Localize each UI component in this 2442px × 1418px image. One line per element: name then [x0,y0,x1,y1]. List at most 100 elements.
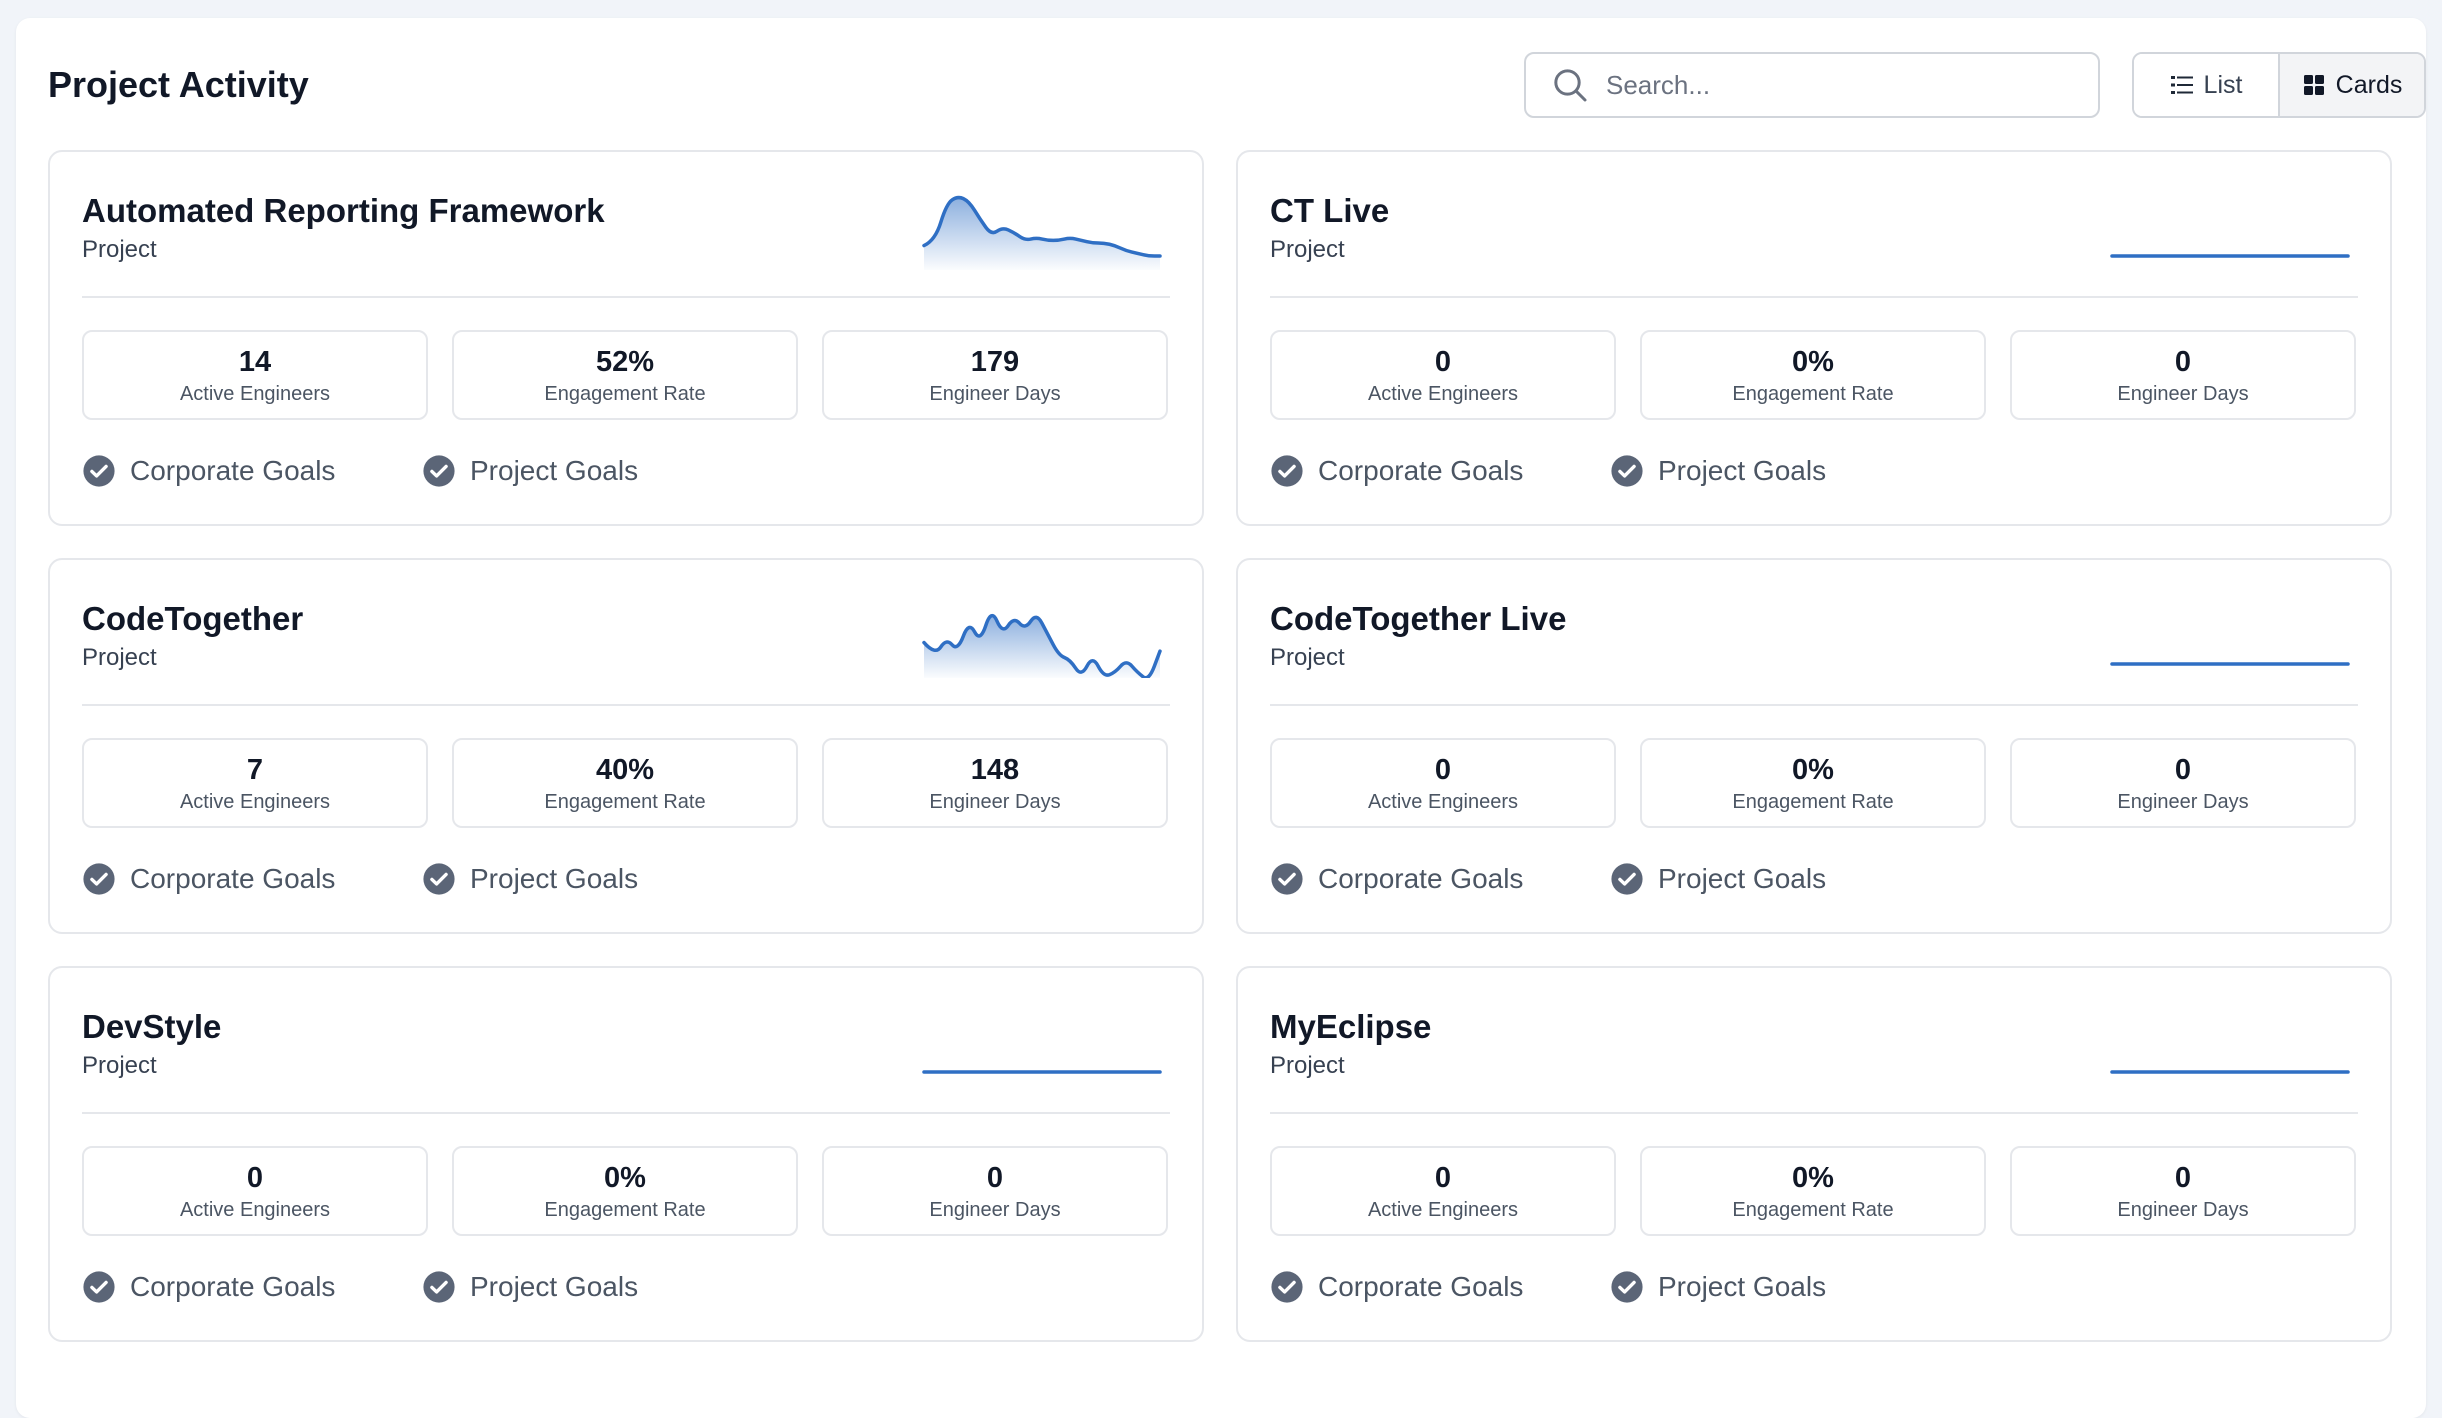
sparkline-line [922,613,1162,678]
project-goals-item[interactable]: Project Goals [1610,862,1950,896]
corporate-goals-label: Corporate Goals [130,1271,336,1302]
stat-label: Active Engineers [179,790,331,813]
stat-engagement-rate: 52% Engagement Rate [452,330,798,420]
activity-sparkline [2110,254,2350,258]
project-card[interactable]: DevStyle Project 0 Active Engineers 0% E… [48,966,1204,1342]
stat-value: 0 [986,1161,1004,1194]
stat-engagement-rate: 0% Engagement Rate [1640,738,1986,828]
stat-engagement-rate: 0% Engagement Rate [1640,330,1986,420]
activity-sparkline [2110,662,2350,666]
list-view-button[interactable]: List [2134,54,2278,116]
project-activity-panel: Project Activity List [16,18,2426,1418]
project-name: MyEclipse [1270,1008,1432,1045]
stat-value: 0% [604,1161,646,1194]
stat-value: 0 [246,1161,264,1194]
stat-active-engineers: 14 Active Engineers [82,330,428,420]
project-card[interactable]: CT Live Project 0 Active Engineers 0% En… [1236,150,2392,526]
check-circle-icon [423,1271,455,1303]
check-circle-icon [1271,863,1303,895]
stat-label: Engagement Rate [1732,382,1894,405]
stat-label: Engagement Rate [1732,790,1894,813]
corporate-goals-item[interactable]: Corporate Goals [1270,1270,1610,1304]
card-divider [1270,1112,2358,1114]
stats-row: 0 Active Engineers 0% Engagement Rate 0 … [82,1146,1168,1236]
stat-value: 7 [246,753,264,786]
project-card[interactable]: CodeTogether Project 7 Active Engineers … [48,558,1204,934]
goals-row: Corporate Goals Project Goals [1270,1270,1950,1304]
project-goals-label: Project Goals [470,1271,639,1302]
sparkline-line [922,195,1162,258]
stats-row: 14 Active Engineers 52% Engagement Rate … [82,330,1168,420]
card-divider [82,1112,1170,1114]
activity-sparkline [2110,1070,2350,1074]
card-divider [1270,296,2358,298]
stat-label: Engineer Days [929,790,1061,813]
project-goals-label: Project Goals [1658,455,1827,486]
check-circle-icon [1611,455,1643,487]
card-divider [82,704,1170,706]
stat-value: 14 [238,345,272,378]
stats-row: 0 Active Engineers 0% Engagement Rate 0 … [1270,330,2356,420]
project-type: Project [82,236,157,263]
stat-engagement-rate: 0% Engagement Rate [452,1146,798,1236]
project-card[interactable]: CodeTogether Live Project 0 Active Engin… [1236,558,2392,934]
activity-sparkline [922,1070,1162,1074]
stat-label: Active Engineers [1367,790,1519,813]
stat-value: 0 [1434,1161,1452,1194]
search-box[interactable] [1524,52,2100,118]
search-icon [1554,69,1587,102]
stat-label: Engineer Days [929,382,1061,405]
project-goals-item[interactable]: Project Goals [422,862,762,896]
stat-label: Engagement Rate [544,1198,706,1221]
check-circle-icon [83,1271,115,1303]
stat-label: Engineer Days [2117,382,2249,405]
project-card[interactable]: Automated Reporting Framework Project 14… [48,150,1204,526]
stat-value: 0% [1792,1161,1834,1194]
stats-row: 7 Active Engineers 40% Engagement Rate 1… [82,738,1168,828]
corporate-goals-item[interactable]: Corporate Goals [82,862,422,896]
project-goals-label: Project Goals [470,863,639,894]
corporate-goals-label: Corporate Goals [130,455,336,486]
corporate-goals-item[interactable]: Corporate Goals [1270,862,1610,896]
stat-engineer-days: 0 Engineer Days [2010,738,2356,828]
project-goals-item[interactable]: Project Goals [422,454,762,488]
project-type: Project [82,644,157,671]
stat-value: 148 [970,753,1020,786]
stat-active-engineers: 0 Active Engineers [1270,330,1616,420]
corporate-goals-item[interactable]: Corporate Goals [82,1270,422,1304]
cards-view-button[interactable]: Cards [2278,54,2424,116]
cards-view-label: Cards [2335,70,2403,99]
project-type: Project [82,1052,157,1079]
stat-engineer-days: 148 Engineer Days [822,738,1168,828]
project-goals-label: Project Goals [1658,1271,1827,1302]
goals-row: Corporate Goals Project Goals [82,862,762,896]
sparkline-area [924,615,1160,678]
grid-icon [2303,75,2324,95]
activity-sparkline [922,195,1162,270]
card-divider [82,296,1170,298]
project-type: Project [1270,236,1345,263]
corporate-goals-item[interactable]: Corporate Goals [1270,454,1610,488]
project-type: Project [1270,644,1345,671]
corporate-goals-item[interactable]: Corporate Goals [82,454,422,488]
stat-label: Engineer Days [929,1198,1061,1221]
project-card-grid: Automated Reporting Framework Project 14… [48,150,2426,1342]
stat-active-engineers: 0 Active Engineers [82,1146,428,1236]
activity-sparkline [922,613,1162,678]
stat-label: Engagement Rate [1732,1198,1894,1221]
project-type: Project [1270,1052,1345,1079]
stat-active-engineers: 0 Active Engineers [1270,738,1616,828]
stat-value: 179 [970,345,1020,378]
stat-label: Active Engineers [1367,1198,1519,1221]
search-input[interactable] [1606,69,2086,101]
project-goals-item[interactable]: Project Goals [1610,1270,1950,1304]
project-card[interactable]: MyEclipse Project 0 Active Engineers 0% … [1236,966,2392,1342]
project-goals-item[interactable]: Project Goals [422,1270,762,1304]
goals-row: Corporate Goals Project Goals [1270,454,1950,488]
stat-label: Active Engineers [179,1198,331,1221]
check-circle-icon [1271,455,1303,487]
goals-row: Corporate Goals Project Goals [1270,862,1950,896]
corporate-goals-label: Corporate Goals [130,863,336,894]
stat-engineer-days: 179 Engineer Days [822,330,1168,420]
project-goals-item[interactable]: Project Goals [1610,454,1950,488]
